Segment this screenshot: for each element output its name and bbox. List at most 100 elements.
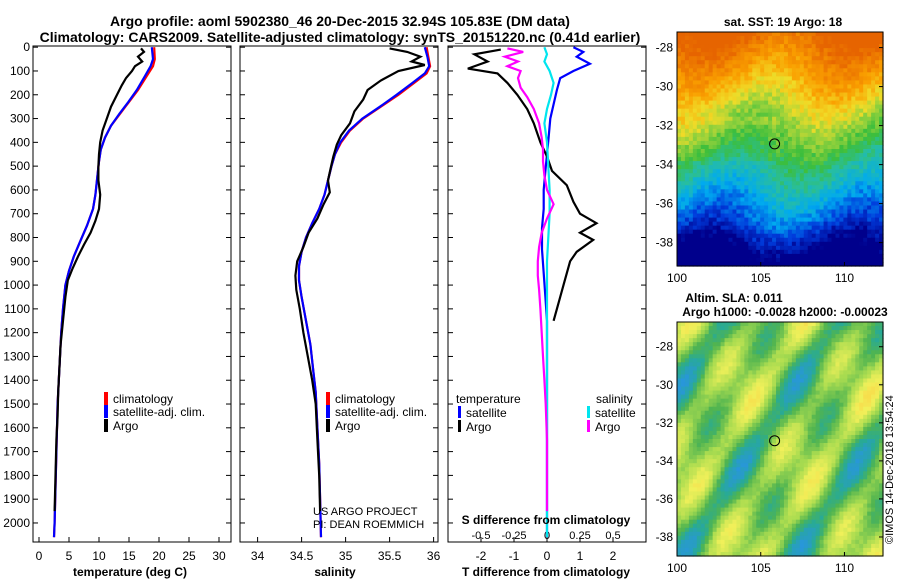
map-cell <box>851 140 856 146</box>
map-cell <box>795 414 801 420</box>
map-cell <box>867 233 872 239</box>
map-cell <box>859 165 864 170</box>
map-cell <box>764 72 769 77</box>
map-cell <box>740 358 745 363</box>
map-cell <box>787 153 793 158</box>
map-cell <box>716 394 722 400</box>
map-cell <box>740 76 745 82</box>
map-cell <box>811 72 817 77</box>
map-cell <box>835 149 841 154</box>
map-cell <box>768 358 773 363</box>
map-cell <box>787 185 793 190</box>
map-cell <box>677 358 682 363</box>
map-cell <box>855 92 860 98</box>
map-cell <box>696 237 702 243</box>
map-cell <box>823 209 829 215</box>
map-cell <box>772 253 777 259</box>
map-cell <box>756 229 761 235</box>
map-cell <box>772 140 777 146</box>
map-cell <box>716 177 722 182</box>
map-cell <box>831 52 837 57</box>
map-cell <box>875 177 880 182</box>
map-cell <box>795 233 801 239</box>
map-cell <box>847 197 852 203</box>
map-cell <box>744 334 749 339</box>
map-cell <box>823 32 829 37</box>
map-cell <box>819 36 825 41</box>
map-cell <box>772 261 777 267</box>
map-cell <box>875 245 880 251</box>
map-cell <box>811 213 817 219</box>
map-cell <box>780 378 785 384</box>
map-cell <box>720 362 726 367</box>
map-cell <box>875 257 880 263</box>
map-cell <box>815 48 821 53</box>
map-cell <box>684 92 690 98</box>
map-cell <box>736 177 741 182</box>
map-cell <box>684 241 690 247</box>
map-cell <box>764 330 769 335</box>
map-cell <box>780 120 785 126</box>
map-cell <box>783 40 789 45</box>
map-cell <box>708 60 714 65</box>
map-cell <box>680 161 686 166</box>
map-cell <box>863 124 868 130</box>
map-cell <box>795 241 801 247</box>
map-cell <box>823 64 829 69</box>
map-cell <box>875 366 880 372</box>
map-cell <box>839 382 844 388</box>
map-cell <box>839 414 844 420</box>
map-cell <box>799 358 805 363</box>
map-cell <box>692 193 698 199</box>
map-cell <box>752 443 757 448</box>
map-cell <box>811 40 817 45</box>
map-cell <box>803 136 809 142</box>
map-cell <box>791 241 797 247</box>
map-cell <box>811 354 817 359</box>
map-cell <box>807 140 813 146</box>
map-cell <box>677 350 682 355</box>
map-cell <box>712 80 718 86</box>
map-cell <box>827 201 833 207</box>
map-cell <box>688 181 694 186</box>
map-cell <box>863 342 868 347</box>
map-cell <box>776 116 781 122</box>
map-cell <box>728 434 734 440</box>
map-cell <box>712 60 718 65</box>
map-cell <box>696 402 702 408</box>
map-cell <box>720 68 726 73</box>
map-cell <box>851 410 856 416</box>
map-cell <box>875 100 880 106</box>
map-cell <box>795 406 801 412</box>
map-cell <box>760 322 765 327</box>
map-cell <box>859 326 864 331</box>
map-cell <box>859 88 864 94</box>
map-cell <box>839 253 844 259</box>
map-cell <box>791 44 797 49</box>
map-cell <box>684 418 690 424</box>
map-cell <box>684 217 690 223</box>
map-cell <box>708 261 714 267</box>
map-cell <box>787 426 793 432</box>
map-cell <box>875 418 880 424</box>
map-cell <box>831 181 837 186</box>
map-cell <box>863 100 868 106</box>
map-cell <box>768 181 773 186</box>
map-cell <box>736 64 741 69</box>
map-cell <box>827 346 833 351</box>
map-cell <box>772 197 777 203</box>
map-cell <box>772 165 777 170</box>
map-cell <box>760 382 765 388</box>
map-cell <box>680 229 686 235</box>
map-cell <box>696 346 702 351</box>
map-cell <box>684 193 690 199</box>
map-cell <box>827 334 833 339</box>
map-cell <box>700 108 706 114</box>
map-cell <box>855 165 860 170</box>
map-cell <box>764 350 769 355</box>
map-cell <box>795 418 801 424</box>
map-cell <box>791 249 797 255</box>
map-cell <box>815 169 821 174</box>
map-cell <box>847 221 852 227</box>
map-cell <box>680 149 686 154</box>
